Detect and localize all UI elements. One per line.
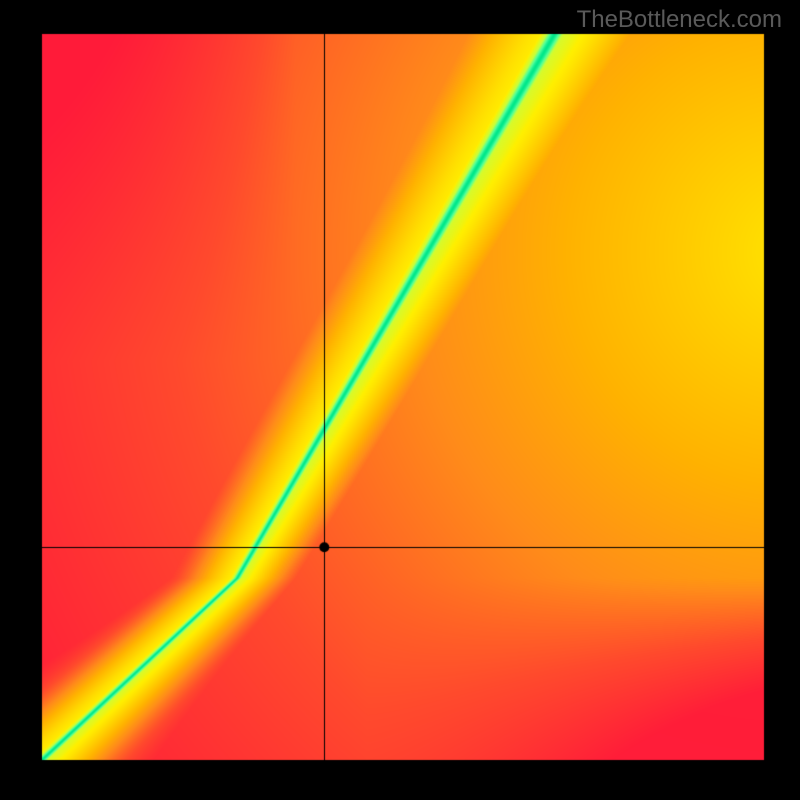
watermark-text: TheBottleneck.com [577,6,782,34]
chart-container: TheBottleneck.com [0,0,800,800]
heatmap-canvas [0,0,800,800]
